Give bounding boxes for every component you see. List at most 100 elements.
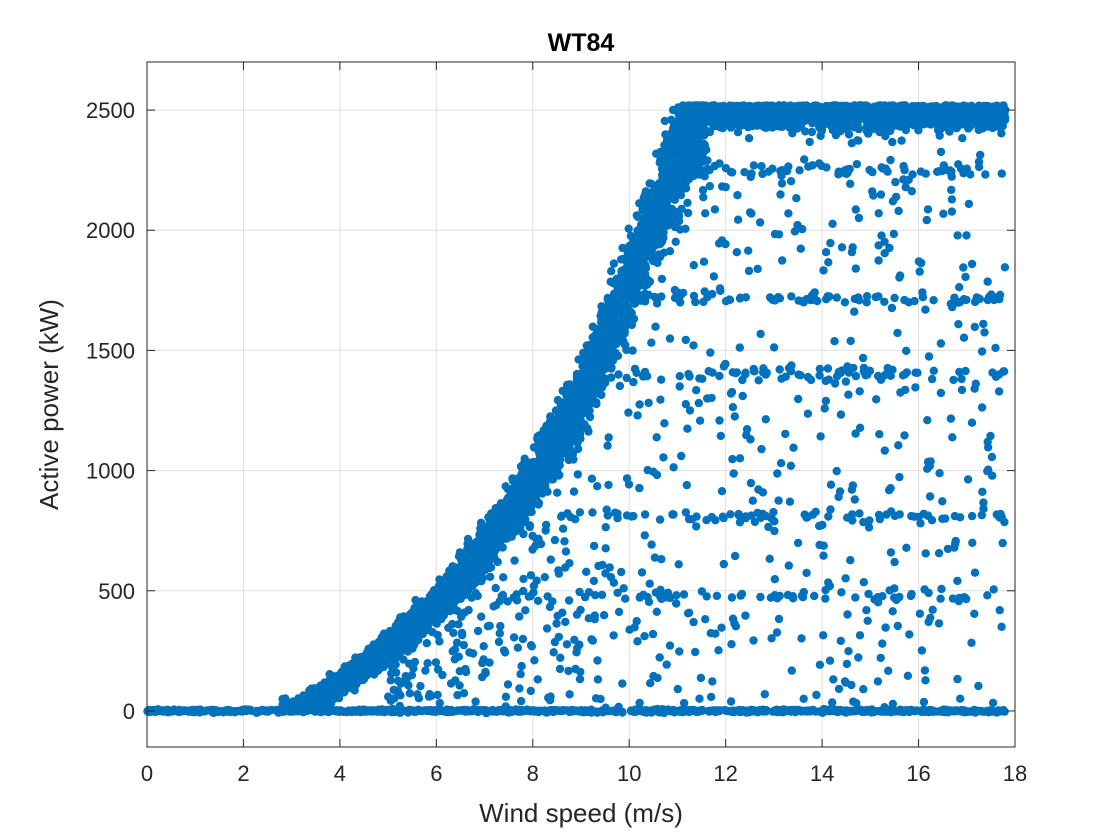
scatter-point [154, 705, 162, 713]
scatter-point [344, 662, 352, 670]
scatter-point [536, 707, 544, 715]
scatter-point [635, 199, 643, 207]
scatter-point [620, 286, 628, 294]
scatter-point [679, 101, 687, 109]
scatter-point [571, 390, 579, 398]
scatter-point [920, 706, 928, 714]
scatter-point [650, 706, 658, 714]
scatter-point [658, 275, 666, 283]
scatter-point [958, 706, 966, 714]
scatter-point [640, 246, 648, 254]
scatter-point [830, 705, 838, 713]
scatter-point [1000, 707, 1008, 715]
scatter-point [503, 499, 511, 507]
scatter-point [648, 255, 656, 263]
scatter-point [736, 707, 744, 715]
scatter-point [869, 707, 877, 715]
scatter-point [759, 706, 767, 714]
scatter-point [209, 709, 217, 717]
scatter-point [642, 196, 650, 204]
scatter-point [909, 707, 917, 715]
scatter-point [580, 409, 588, 417]
scatter-point [642, 708, 650, 716]
scatter-point [379, 635, 387, 643]
scatter-point [616, 302, 624, 310]
scatter-point [972, 706, 980, 714]
scatter-point [776, 707, 784, 715]
scatter-point [661, 117, 669, 125]
scatter-point [675, 110, 683, 118]
scatter-point [256, 707, 264, 715]
scatter-point [562, 391, 570, 399]
scatter-point [177, 706, 185, 714]
scatter-point [668, 205, 676, 213]
scatter-point [335, 707, 343, 715]
scatter-point [554, 396, 562, 404]
scatter-point [145, 708, 153, 716]
scatter-point [691, 707, 699, 715]
scatter-point [794, 706, 802, 714]
scatter-point [426, 706, 434, 714]
scatter-point [672, 184, 680, 192]
scatter-point [342, 708, 350, 716]
scatter-point [278, 706, 286, 714]
scatter-point [593, 708, 601, 716]
scatter-point [325, 670, 333, 678]
scatter-point [442, 708, 450, 716]
scatter-point [264, 707, 272, 715]
scatter-point [610, 259, 618, 267]
scatter-point [556, 707, 564, 715]
scatter-point [514, 480, 522, 488]
scatter-point [710, 706, 718, 714]
scatter-point [473, 706, 481, 714]
scatter-point [196, 708, 204, 716]
scatter-point [984, 708, 992, 716]
scatter-point [188, 708, 196, 716]
scatter-point [625, 225, 633, 233]
scatter-point [650, 200, 658, 208]
scatter-point [434, 591, 442, 599]
scatter-point [234, 707, 242, 715]
scatter-point [522, 474, 530, 482]
scatter-point [518, 490, 526, 498]
scatter-point [364, 707, 372, 715]
scatter-point [662, 199, 670, 207]
scatter-point [242, 707, 250, 715]
scatter-point [618, 244, 626, 252]
scatter-point [508, 487, 516, 495]
scatter-point [584, 363, 592, 371]
scatter-point [900, 707, 908, 715]
scatter-point [699, 148, 707, 156]
scatter-point [597, 302, 605, 310]
scatter-point [804, 707, 812, 715]
scatter-point [599, 311, 607, 319]
scatter-point [672, 238, 680, 246]
scatter-point [677, 205, 685, 213]
scatter-point [418, 707, 426, 715]
scatter-point [575, 419, 583, 427]
scatter-point [661, 173, 669, 181]
scatter-point [221, 707, 229, 715]
scatter-point [647, 180, 655, 188]
scatter-point [656, 253, 664, 261]
scatter-point [663, 184, 671, 192]
scatter-point [434, 707, 442, 715]
scatter-point [659, 706, 667, 714]
scatter-point [951, 707, 959, 715]
scatter-point [648, 207, 656, 215]
scatter-point [666, 707, 674, 715]
scatter-point [683, 199, 691, 207]
scatter-point [939, 706, 947, 714]
scatter-point [610, 294, 618, 302]
scatter-point [661, 130, 669, 138]
scatter-point [544, 445, 552, 453]
scatter-point [494, 536, 502, 544]
scatter-point [566, 383, 574, 391]
scatter-point [419, 598, 427, 606]
scatter-point [671, 128, 679, 136]
scatter-point [574, 355, 582, 363]
scatter-point [577, 706, 585, 714]
scatter-point [472, 543, 480, 551]
scatter-point [721, 706, 729, 714]
